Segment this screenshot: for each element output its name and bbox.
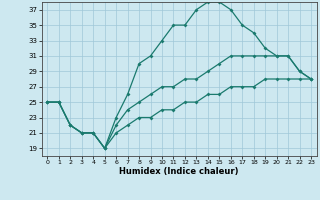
X-axis label: Humidex (Indice chaleur): Humidex (Indice chaleur)	[119, 167, 239, 176]
